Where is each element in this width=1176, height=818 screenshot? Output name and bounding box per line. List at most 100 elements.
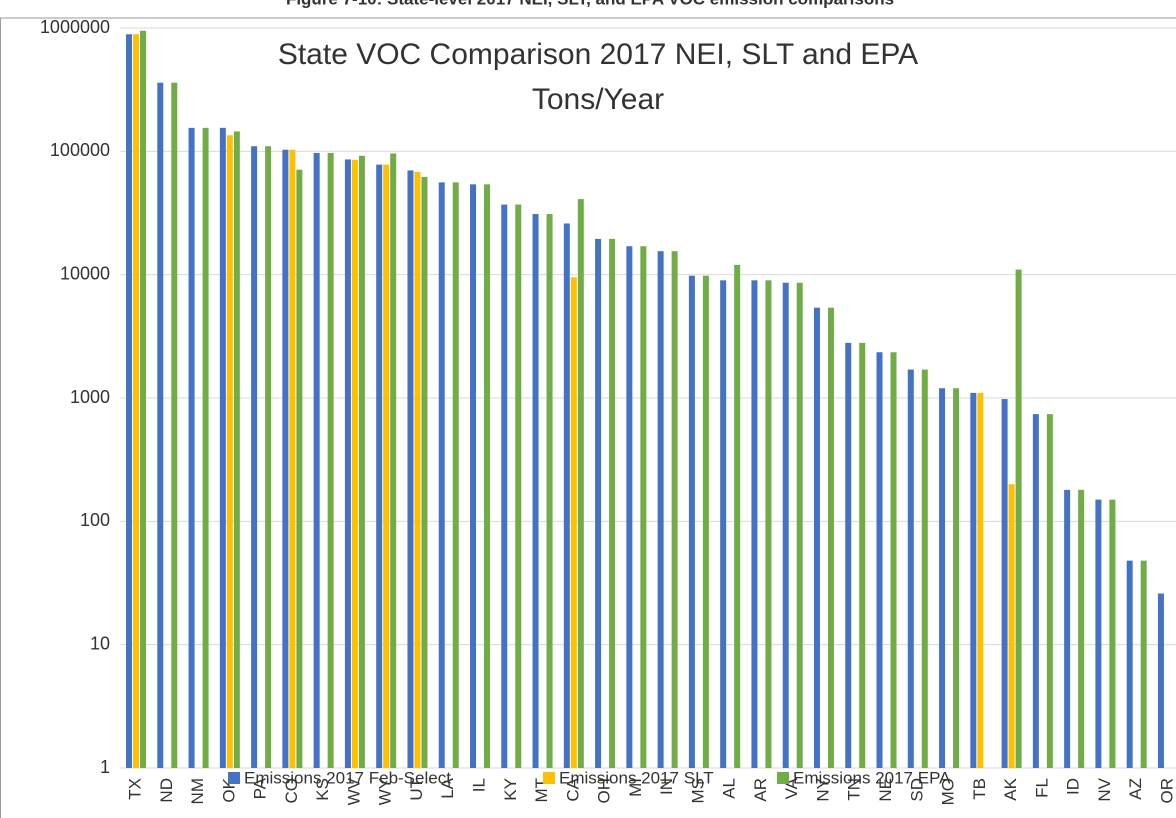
bar [751,280,758,768]
bar [595,238,602,768]
bar [890,352,897,768]
bar [515,204,522,769]
chart-title: Tons/Year [532,83,664,116]
bar [876,352,883,768]
bar [1157,593,1164,768]
bar [688,275,695,768]
bar [977,392,984,768]
legend-label: Emissions 2017 EPA [793,768,951,787]
bar [133,34,140,769]
bar [171,82,178,768]
x-tick-label: SD [907,778,926,802]
bar [414,171,421,768]
bar [796,282,803,768]
x-tick-label: CO [282,778,301,804]
bar [765,280,772,768]
bar [1140,560,1147,768]
x-tick-label: MO [939,778,958,805]
bar [327,152,334,768]
x-tick-label: OR [1157,778,1176,804]
x-tick-label: NV [1095,777,1114,801]
bar [546,214,553,769]
legend-label: Emissions 2017 Feb-Select [244,768,451,787]
bar [577,199,584,769]
bar [282,149,289,769]
y-tick-label: 10000 [60,263,110,283]
bar [421,176,428,768]
x-tick-label: NE [876,778,895,802]
bar [202,127,209,769]
x-tick-label: ID [1064,778,1083,795]
bar [140,30,147,768]
bar [1046,414,1053,768]
x-tick-label: AZ [1126,778,1145,800]
y-tick-label: 1 [100,757,110,777]
bar [1095,499,1102,768]
y-tick-label: 1000 [70,387,110,407]
bar [1109,499,1116,768]
x-tick-label: MI [626,778,645,797]
bar [921,369,928,768]
x-tick-label: OH [595,778,614,804]
y-tick-label: 10 [90,633,110,653]
bar [532,214,539,769]
bar [845,342,852,768]
x-tick-label: LA [438,777,457,798]
chart-title: State VOC Comparison 2017 NEI, SLT and E… [278,38,918,71]
x-tick-label: KY [501,778,520,801]
bar [782,282,789,768]
legend-label: Emissions 2017 SLT [559,768,714,787]
legend-swatch [543,772,555,784]
bar [484,184,491,768]
bar [383,164,390,768]
x-tick-label: NM [188,778,207,804]
bar [157,82,164,768]
y-tick-label: 1000000 [40,17,110,37]
x-tick-label: UT [407,778,426,801]
x-tick-label: IN [657,778,676,795]
bar [313,152,320,768]
legend-swatch [777,772,789,784]
bar [233,131,240,768]
x-tick-label: MS [688,778,707,804]
x-tick-label: TN [845,778,864,801]
x-tick-label: KS [313,778,332,801]
bar [390,153,397,768]
bar [1078,489,1085,768]
bar [813,307,820,768]
x-tick-label: AK [1001,777,1020,800]
bar [265,146,272,768]
bar [289,149,296,769]
bar [226,135,233,768]
x-tick-label: CA [563,777,582,801]
x-tick-label: MT [532,778,551,803]
bar [1064,489,1071,768]
bar [563,223,570,768]
bar [470,184,477,768]
bar [452,182,459,768]
bar [344,159,351,768]
x-tick-label: TB [970,778,989,800]
bar [296,169,303,769]
bar [720,280,727,768]
bar [626,246,633,768]
bar [438,182,445,768]
bar [1008,484,1015,768]
legend-swatch [228,772,240,784]
x-tick-label: ND [157,778,176,803]
bar [570,277,577,768]
bar [671,251,678,768]
bar [188,127,195,769]
bar [351,160,358,768]
bar [953,388,960,768]
x-tick-label: WY [376,778,395,805]
bar [859,342,866,768]
x-tick-label: PA [251,777,270,799]
bar [734,264,741,768]
x-tick-label: TX [126,778,145,800]
y-tick-label: 100 [80,510,110,530]
y-tick-label: 100000 [50,140,110,160]
x-tick-label: NY [813,778,832,802]
bar [609,238,616,768]
